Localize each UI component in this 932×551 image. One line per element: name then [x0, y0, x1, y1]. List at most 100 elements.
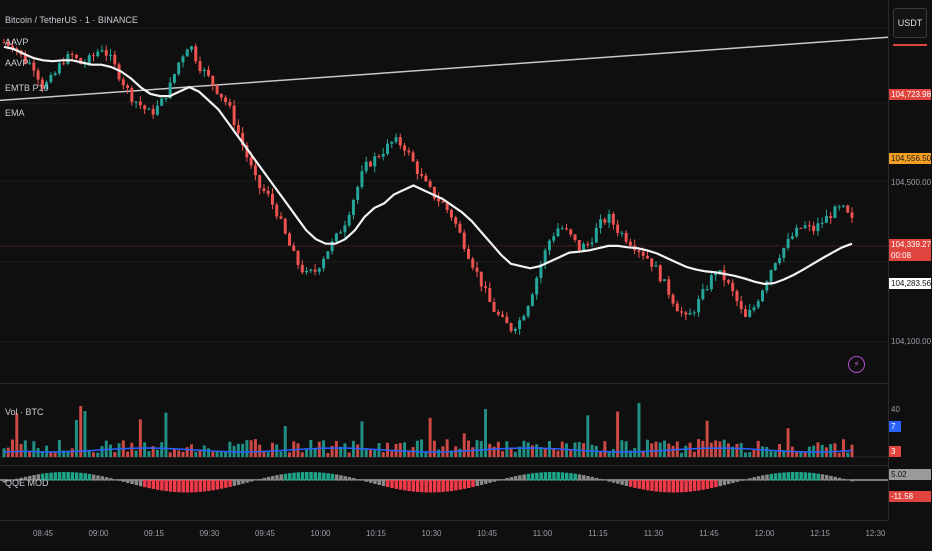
candle [373, 156, 377, 167]
qqe-bar [147, 480, 151, 489]
volume-bar [795, 452, 799, 457]
indicator-label-3[interactable]: EMTB P10 [5, 83, 49, 93]
candle [185, 49, 189, 57]
symbol-title[interactable]: Bitcoin / TetherUS · 1 · BINANCE [5, 15, 138, 25]
qqe-bar [778, 472, 782, 481]
candle [270, 193, 274, 205]
candle [258, 175, 262, 189]
qqe-pane-title[interactable]: QQE MOD [5, 478, 49, 488]
time-tick-label: 12:30 [865, 529, 886, 538]
volume-bar [726, 443, 730, 457]
pane-separator[interactable] [0, 383, 932, 384]
volume-bar [641, 450, 645, 457]
qqe-bar [441, 480, 445, 492]
candle [181, 56, 185, 63]
time-axis[interactable]: 08:45 09:00 09:15 09:30 09:45 10:00 10:15 10:30… [0, 520, 888, 551]
candle [211, 75, 215, 86]
lightning-icon[interactable]: ⚡ [848, 356, 865, 373]
volume-bar [164, 412, 168, 457]
candle [347, 214, 351, 226]
candle [40, 79, 44, 89]
qqe-bar [705, 480, 710, 489]
qqe-bar [202, 480, 207, 492]
volume-bar [420, 439, 424, 457]
volume-bar [334, 441, 338, 457]
candle [782, 247, 786, 258]
qqe-bar [211, 480, 215, 491]
volume-bar [752, 450, 756, 457]
volume-bar [403, 442, 407, 457]
qqe-bar [415, 480, 420, 492]
qqe-bar [2, 480, 6, 483]
qqe-bar [113, 479, 117, 481]
main-chart-svg[interactable] [0, 0, 888, 520]
volume-bar [820, 444, 824, 457]
qqe-bar [407, 480, 411, 492]
currency-button[interactable]: USDT [893, 8, 927, 38]
volume-bar [501, 451, 505, 457]
candle [420, 173, 424, 176]
volume-bar [87, 450, 91, 457]
volume-bar [211, 451, 215, 457]
qqe-bar [782, 472, 786, 481]
indicator-label-1[interactable]: AAVP [5, 37, 29, 47]
candle [241, 133, 245, 146]
volume-bar [138, 419, 142, 457]
candle [207, 69, 211, 76]
candle [381, 153, 385, 157]
countdown-badge: 00:08 [889, 250, 931, 261]
chart-area[interactable] [0, 0, 888, 520]
candle [279, 216, 283, 219]
candle [104, 50, 108, 56]
candle [530, 294, 534, 306]
volume-bar [526, 442, 530, 457]
candle [556, 228, 560, 237]
qqe-bar [57, 472, 62, 481]
candle [360, 171, 364, 187]
orange-price-badge: 104,556.50 [889, 153, 932, 164]
qqe-bar [11, 479, 15, 481]
volume-bar [283, 426, 287, 457]
volume-bar [245, 439, 249, 457]
qqe-bar [786, 472, 791, 481]
candle [675, 303, 679, 312]
qqe-bar [28, 475, 32, 481]
volume-bar [368, 449, 372, 457]
volume-bar [11, 439, 15, 457]
qqe-bar [790, 472, 795, 481]
candle [735, 291, 739, 302]
volume-bar [437, 449, 441, 457]
candle [23, 54, 27, 64]
time-tick-label: 12:15 [809, 529, 831, 538]
qqe-bar [270, 475, 275, 481]
qqe-bar [501, 479, 505, 481]
qqe-bar [748, 478, 752, 481]
qqe-bar [79, 472, 83, 481]
volume-bar [718, 441, 722, 457]
candle [820, 222, 824, 224]
pane-separator[interactable] [0, 465, 932, 466]
candle [509, 323, 513, 331]
volume-bar [347, 452, 351, 457]
candle [594, 227, 598, 243]
candle [543, 250, 547, 265]
qqe-bar [207, 480, 211, 491]
qqe-bar [454, 480, 458, 491]
qqe-bar [177, 480, 181, 493]
qqe-bar [607, 480, 612, 482]
volume-bar [219, 452, 223, 457]
candle [496, 311, 500, 315]
volume-bar [313, 448, 317, 457]
indicator-label-2[interactable]: AAVP [5, 58, 29, 68]
qqe-bar [87, 473, 92, 481]
volume-bar [326, 452, 330, 457]
qqe-bar [40, 473, 45, 481]
qqe-bar [471, 480, 475, 488]
indicator-label-4[interactable]: EMA [5, 108, 25, 118]
volume-bar [262, 450, 266, 457]
volume-bar [249, 440, 253, 457]
candle [66, 53, 70, 64]
qqe-bar [462, 480, 467, 489]
volume-pane-title[interactable]: Vol · BTC [5, 407, 44, 417]
qqe-bar [513, 476, 518, 481]
